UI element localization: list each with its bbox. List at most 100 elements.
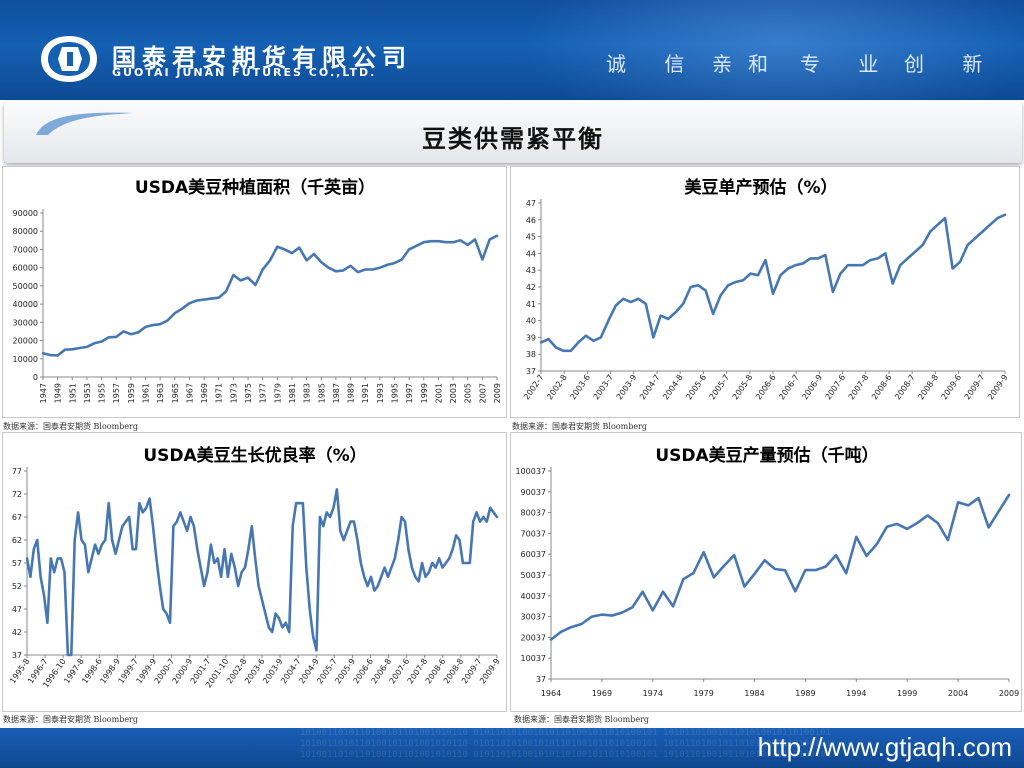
x-tick-label: 1963 xyxy=(156,383,165,403)
series-line xyxy=(539,213,1007,353)
y-tick-label: 50000 xyxy=(13,282,38,291)
footer-binary-line: 1010011010110100101101001010110 01011010… xyxy=(300,750,832,760)
data-point xyxy=(312,635,314,638)
data-point xyxy=(148,497,151,500)
data-point xyxy=(305,566,308,569)
x-tick-label: 1971 xyxy=(215,383,224,403)
data-point xyxy=(393,262,396,264)
x-tick-label: 2009 xyxy=(999,689,1019,698)
x-tick-label: 2004-7 xyxy=(638,373,662,401)
x-tick-label: 1984 xyxy=(744,689,764,698)
x-tick-label: 2006-6 xyxy=(754,373,778,401)
data-point xyxy=(203,585,205,587)
data-point xyxy=(67,654,69,656)
data-point xyxy=(90,557,93,560)
data-point xyxy=(488,238,491,241)
data-point xyxy=(621,611,623,614)
data-point xyxy=(996,217,999,219)
y-tick-label: 42 xyxy=(12,628,22,637)
series-line xyxy=(41,234,499,357)
x-tick-label: 1989 xyxy=(347,383,356,403)
data-point xyxy=(672,605,674,608)
data-point xyxy=(97,553,100,555)
data-point xyxy=(363,576,366,578)
x-tick-label: 2005 xyxy=(464,383,473,403)
x-tick-label: 1993 xyxy=(376,383,385,403)
x-tick-label: 2003-7 xyxy=(592,373,616,401)
data-point xyxy=(111,539,113,541)
data-point xyxy=(492,511,495,514)
data-point xyxy=(342,539,345,541)
data-point xyxy=(50,557,52,560)
data-point xyxy=(254,284,257,286)
data-point xyxy=(865,555,868,557)
footer-binary-line: 1010011010110100101101001010110 01011010… xyxy=(300,728,832,738)
x-tick-label: 1961 xyxy=(142,383,151,403)
data-point xyxy=(264,612,267,615)
data-point xyxy=(622,298,625,300)
data-point xyxy=(189,516,192,518)
data-point xyxy=(590,615,593,618)
data-point xyxy=(712,313,714,315)
data-point xyxy=(46,622,49,624)
data-point xyxy=(217,296,220,299)
data-point xyxy=(445,562,447,564)
data-point xyxy=(182,520,185,523)
data-point xyxy=(906,257,909,260)
data-point xyxy=(400,516,403,518)
data-point xyxy=(210,297,213,300)
data-point xyxy=(1004,214,1006,216)
data-point xyxy=(261,268,264,271)
data-point xyxy=(227,576,229,578)
data-point xyxy=(377,585,379,587)
x-tick-label: 1949 xyxy=(54,383,63,403)
x-tick-label: 2008-8 xyxy=(916,373,940,401)
data-point xyxy=(802,262,804,265)
data-point xyxy=(869,259,872,261)
data-point xyxy=(33,548,35,550)
data-point xyxy=(152,324,154,326)
data-point xyxy=(674,311,677,313)
data-point xyxy=(438,557,440,560)
data-point xyxy=(682,578,685,580)
data-point xyxy=(240,571,243,573)
data-point xyxy=(886,526,888,528)
y-tick-label: 50037 xyxy=(521,571,546,580)
data-point xyxy=(472,520,475,523)
y-tick-label: 43 xyxy=(526,266,536,275)
data-point xyxy=(342,269,345,272)
y-tick-label: 41 xyxy=(526,300,536,309)
x-tick-label: 2009-6 xyxy=(940,373,964,401)
data-point xyxy=(138,502,141,504)
data-point xyxy=(482,516,485,518)
data-point xyxy=(174,312,176,314)
data-point xyxy=(611,614,613,617)
data-point xyxy=(125,520,127,523)
data-point xyxy=(431,562,434,564)
x-tick-label: 1987 xyxy=(332,383,341,403)
data-point xyxy=(832,291,834,293)
x-tick-label: 1979 xyxy=(693,689,713,698)
data-point xyxy=(36,539,38,541)
data-point xyxy=(825,565,827,568)
data-point xyxy=(176,520,178,523)
x-tick-label: 1991 xyxy=(361,383,370,403)
data-point xyxy=(339,530,342,532)
data-point xyxy=(411,566,413,569)
y-tick-label: 90000 xyxy=(13,209,38,218)
data-point xyxy=(71,348,74,351)
data-point xyxy=(220,576,222,578)
data-point xyxy=(959,261,961,263)
data-point xyxy=(555,346,557,349)
chart-source: 数据来源：国泰君安期货 Bloomberg xyxy=(514,715,649,724)
chart-title: USDA美豆生长优良率（%） xyxy=(143,445,366,466)
x-tick-label: 1985 xyxy=(317,383,326,403)
data-point xyxy=(364,268,367,271)
data-point xyxy=(320,261,323,263)
data-point xyxy=(181,307,183,310)
data-point xyxy=(645,303,647,305)
data-point xyxy=(346,530,348,532)
data-point xyxy=(845,572,847,574)
x-tick-label: 1981 xyxy=(288,383,297,403)
data-point xyxy=(101,543,103,546)
